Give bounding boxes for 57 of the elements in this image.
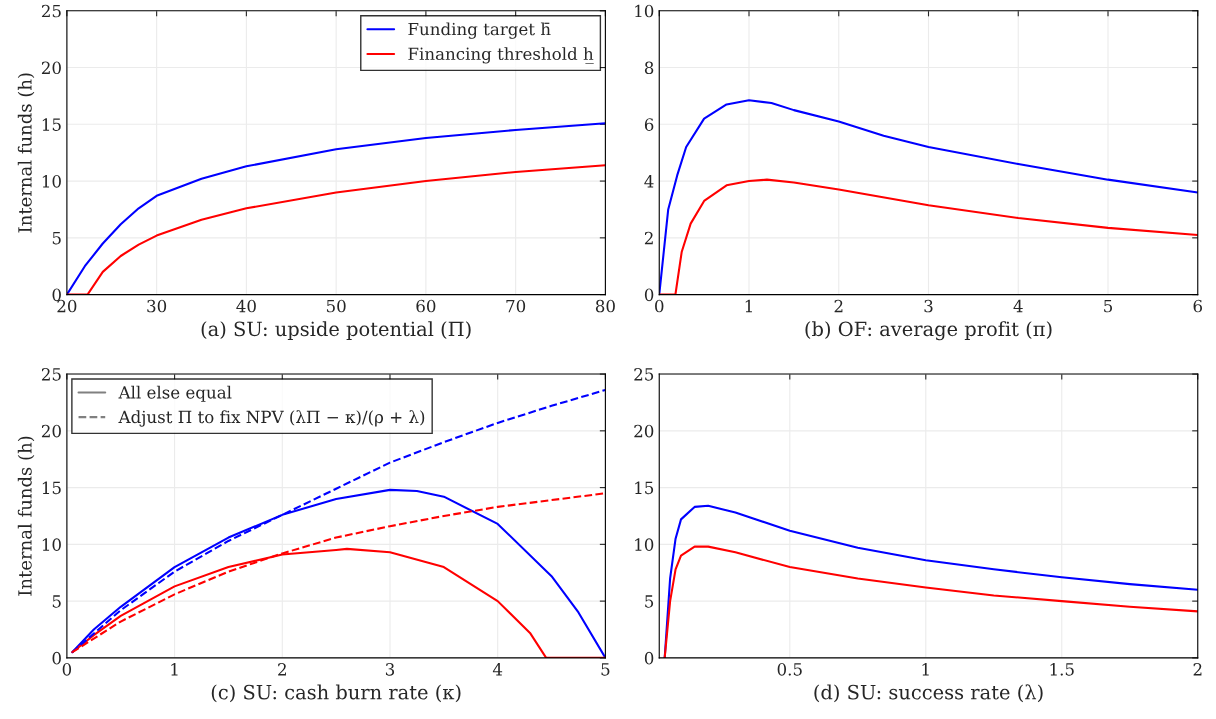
x-tick-label: 4 (492, 663, 503, 676)
y-tick-label: 15 (42, 481, 61, 495)
x-axis-title: (d) SU: success rate (λ) (814, 684, 1043, 703)
x-axis-title: (a) SU: upside potential (Π) (201, 321, 471, 340)
x-tick-label: 0 (62, 663, 72, 676)
y-axis-title: Internal funds (h) (17, 436, 35, 596)
x-tick-label: 5 (1104, 299, 1113, 313)
y-tick-label: 2 (644, 231, 653, 245)
line-series (663, 545, 1198, 658)
x-tick-label: 2 (278, 663, 286, 676)
y-tick-label: 4 (644, 175, 654, 188)
x-tick-label: 70 (506, 299, 526, 313)
x-tick-label: 6 (1193, 299, 1203, 313)
y-tick-label: 15 (635, 481, 654, 495)
legend-label: All else equal (118, 385, 232, 402)
x-axis-title: (b) OF: average profit (π) (805, 321, 1052, 341)
x-axis-title: (c) SU: cash burn rate (κ) (211, 684, 461, 703)
y-tick-label: 15 (42, 118, 61, 131)
x-tick-label: 3 (924, 299, 933, 313)
x-tick-label: 50 (326, 299, 346, 313)
y-tick-label: 5 (52, 232, 61, 245)
legend-label: Funding target h̄ (408, 22, 551, 39)
y-tick-label: 10 (635, 4, 654, 18)
x-tick-label: 3 (385, 663, 395, 676)
y-tick-label: 5 (52, 595, 61, 608)
x-tick-label: 2 (1193, 663, 1202, 676)
y-tick-label: 25 (41, 4, 61, 18)
x-tick-label: 2 (834, 299, 843, 313)
x-tick-label: 1.5 (1050, 663, 1074, 676)
y-tick-label: 0 (644, 651, 654, 665)
y-tick-label: 6 (644, 118, 654, 131)
x-tick-label: 1 (922, 663, 929, 676)
x-tick-label: 0.5 (777, 663, 802, 676)
x-tick-label: 4 (1013, 299, 1023, 313)
x-tick-label: 30 (147, 299, 167, 313)
x-tick-label: 0 (655, 299, 664, 313)
x-tick-label: 1 (745, 299, 752, 313)
y-tick-label: 10 (42, 175, 61, 188)
y-tick-label: 20 (41, 424, 61, 438)
y-tick-label: 20 (41, 61, 61, 75)
y-axis-title: Internal funds (h) (17, 73, 35, 233)
x-tick-label: 1 (171, 663, 178, 676)
legend-label: Adjust Π to fix NPV (λΠ − κ)/(ρ + λ) (118, 410, 425, 427)
y-tick-label: 10 (635, 538, 654, 551)
y-tick-label: 8 (644, 61, 654, 75)
y-tick-label: 10 (42, 538, 61, 551)
y-tick-label: 0 (52, 651, 61, 665)
x-tick-label: 80 (595, 299, 615, 313)
x-tick-label: 5 (601, 663, 610, 676)
y-tick-label: 25 (41, 368, 61, 381)
y-tick-label: 0 (644, 288, 654, 302)
y-tick-label: 25 (634, 368, 654, 381)
x-tick-label: 60 (416, 299, 436, 313)
legend-label: Financing threshold h̲ (408, 47, 594, 64)
x-tick-label: 40 (236, 299, 256, 313)
y-tick-label: 5 (645, 595, 654, 608)
y-tick-label: 20 (634, 424, 654, 438)
